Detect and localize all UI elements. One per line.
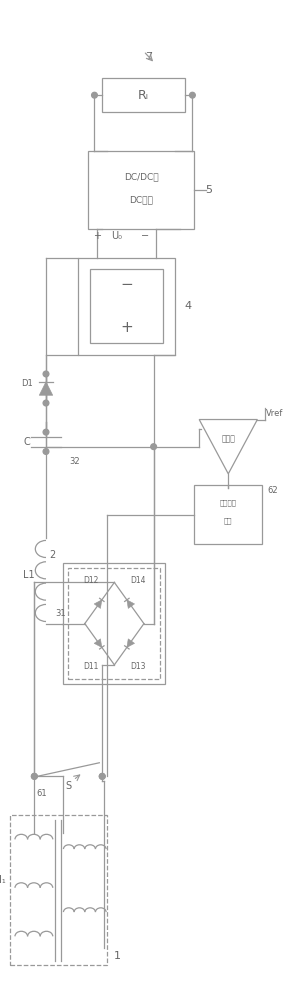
Text: −: − (120, 277, 133, 292)
Polygon shape (127, 600, 135, 608)
Circle shape (43, 429, 49, 435)
Circle shape (91, 92, 97, 98)
Text: Vref: Vref (266, 409, 283, 418)
Polygon shape (94, 639, 102, 647)
Circle shape (189, 92, 195, 98)
Circle shape (151, 444, 156, 450)
Text: D12: D12 (83, 576, 98, 585)
Text: +: + (120, 320, 133, 335)
Bar (78, 258, 175, 355)
Polygon shape (127, 639, 135, 647)
Text: Rₗ: Rₗ (138, 89, 149, 102)
Text: 4: 4 (185, 301, 192, 311)
Text: C: C (23, 437, 30, 447)
Text: D1: D1 (21, 379, 32, 388)
Circle shape (99, 773, 105, 779)
Circle shape (43, 400, 49, 406)
Text: I₁: I₁ (0, 875, 6, 885)
Bar (102, 78, 185, 112)
Text: 61: 61 (36, 789, 47, 798)
Text: S: S (65, 781, 71, 791)
Text: DC换路: DC换路 (129, 195, 153, 204)
Text: 31: 31 (55, 609, 66, 618)
Polygon shape (39, 382, 53, 395)
Text: 信号: 信号 (224, 517, 233, 524)
Text: −: − (141, 231, 149, 241)
Text: 5: 5 (205, 185, 212, 195)
Bar (88, 151, 194, 229)
Bar (90, 269, 163, 343)
Bar (68, 568, 160, 679)
Bar (10, 815, 107, 965)
Text: D14: D14 (130, 576, 146, 585)
Text: +: + (93, 231, 101, 241)
Circle shape (43, 371, 49, 377)
Text: 比较器: 比较器 (221, 434, 235, 443)
Text: 2: 2 (49, 550, 56, 560)
Text: 1: 1 (114, 951, 121, 961)
Bar (63, 563, 165, 684)
Text: L1: L1 (23, 570, 34, 580)
Circle shape (99, 773, 105, 779)
Text: D13: D13 (130, 662, 146, 671)
Polygon shape (94, 600, 102, 608)
Circle shape (32, 773, 37, 779)
Text: D11: D11 (83, 662, 98, 671)
Text: U₀: U₀ (111, 231, 122, 241)
Circle shape (43, 449, 49, 454)
Text: DC/DC转: DC/DC转 (124, 172, 158, 181)
Text: 32: 32 (70, 457, 80, 466)
Text: 7: 7 (145, 52, 152, 62)
Circle shape (32, 773, 37, 779)
Text: 开关控制: 开关控制 (220, 500, 237, 506)
Text: 62: 62 (267, 486, 278, 495)
Bar (194, 485, 262, 544)
